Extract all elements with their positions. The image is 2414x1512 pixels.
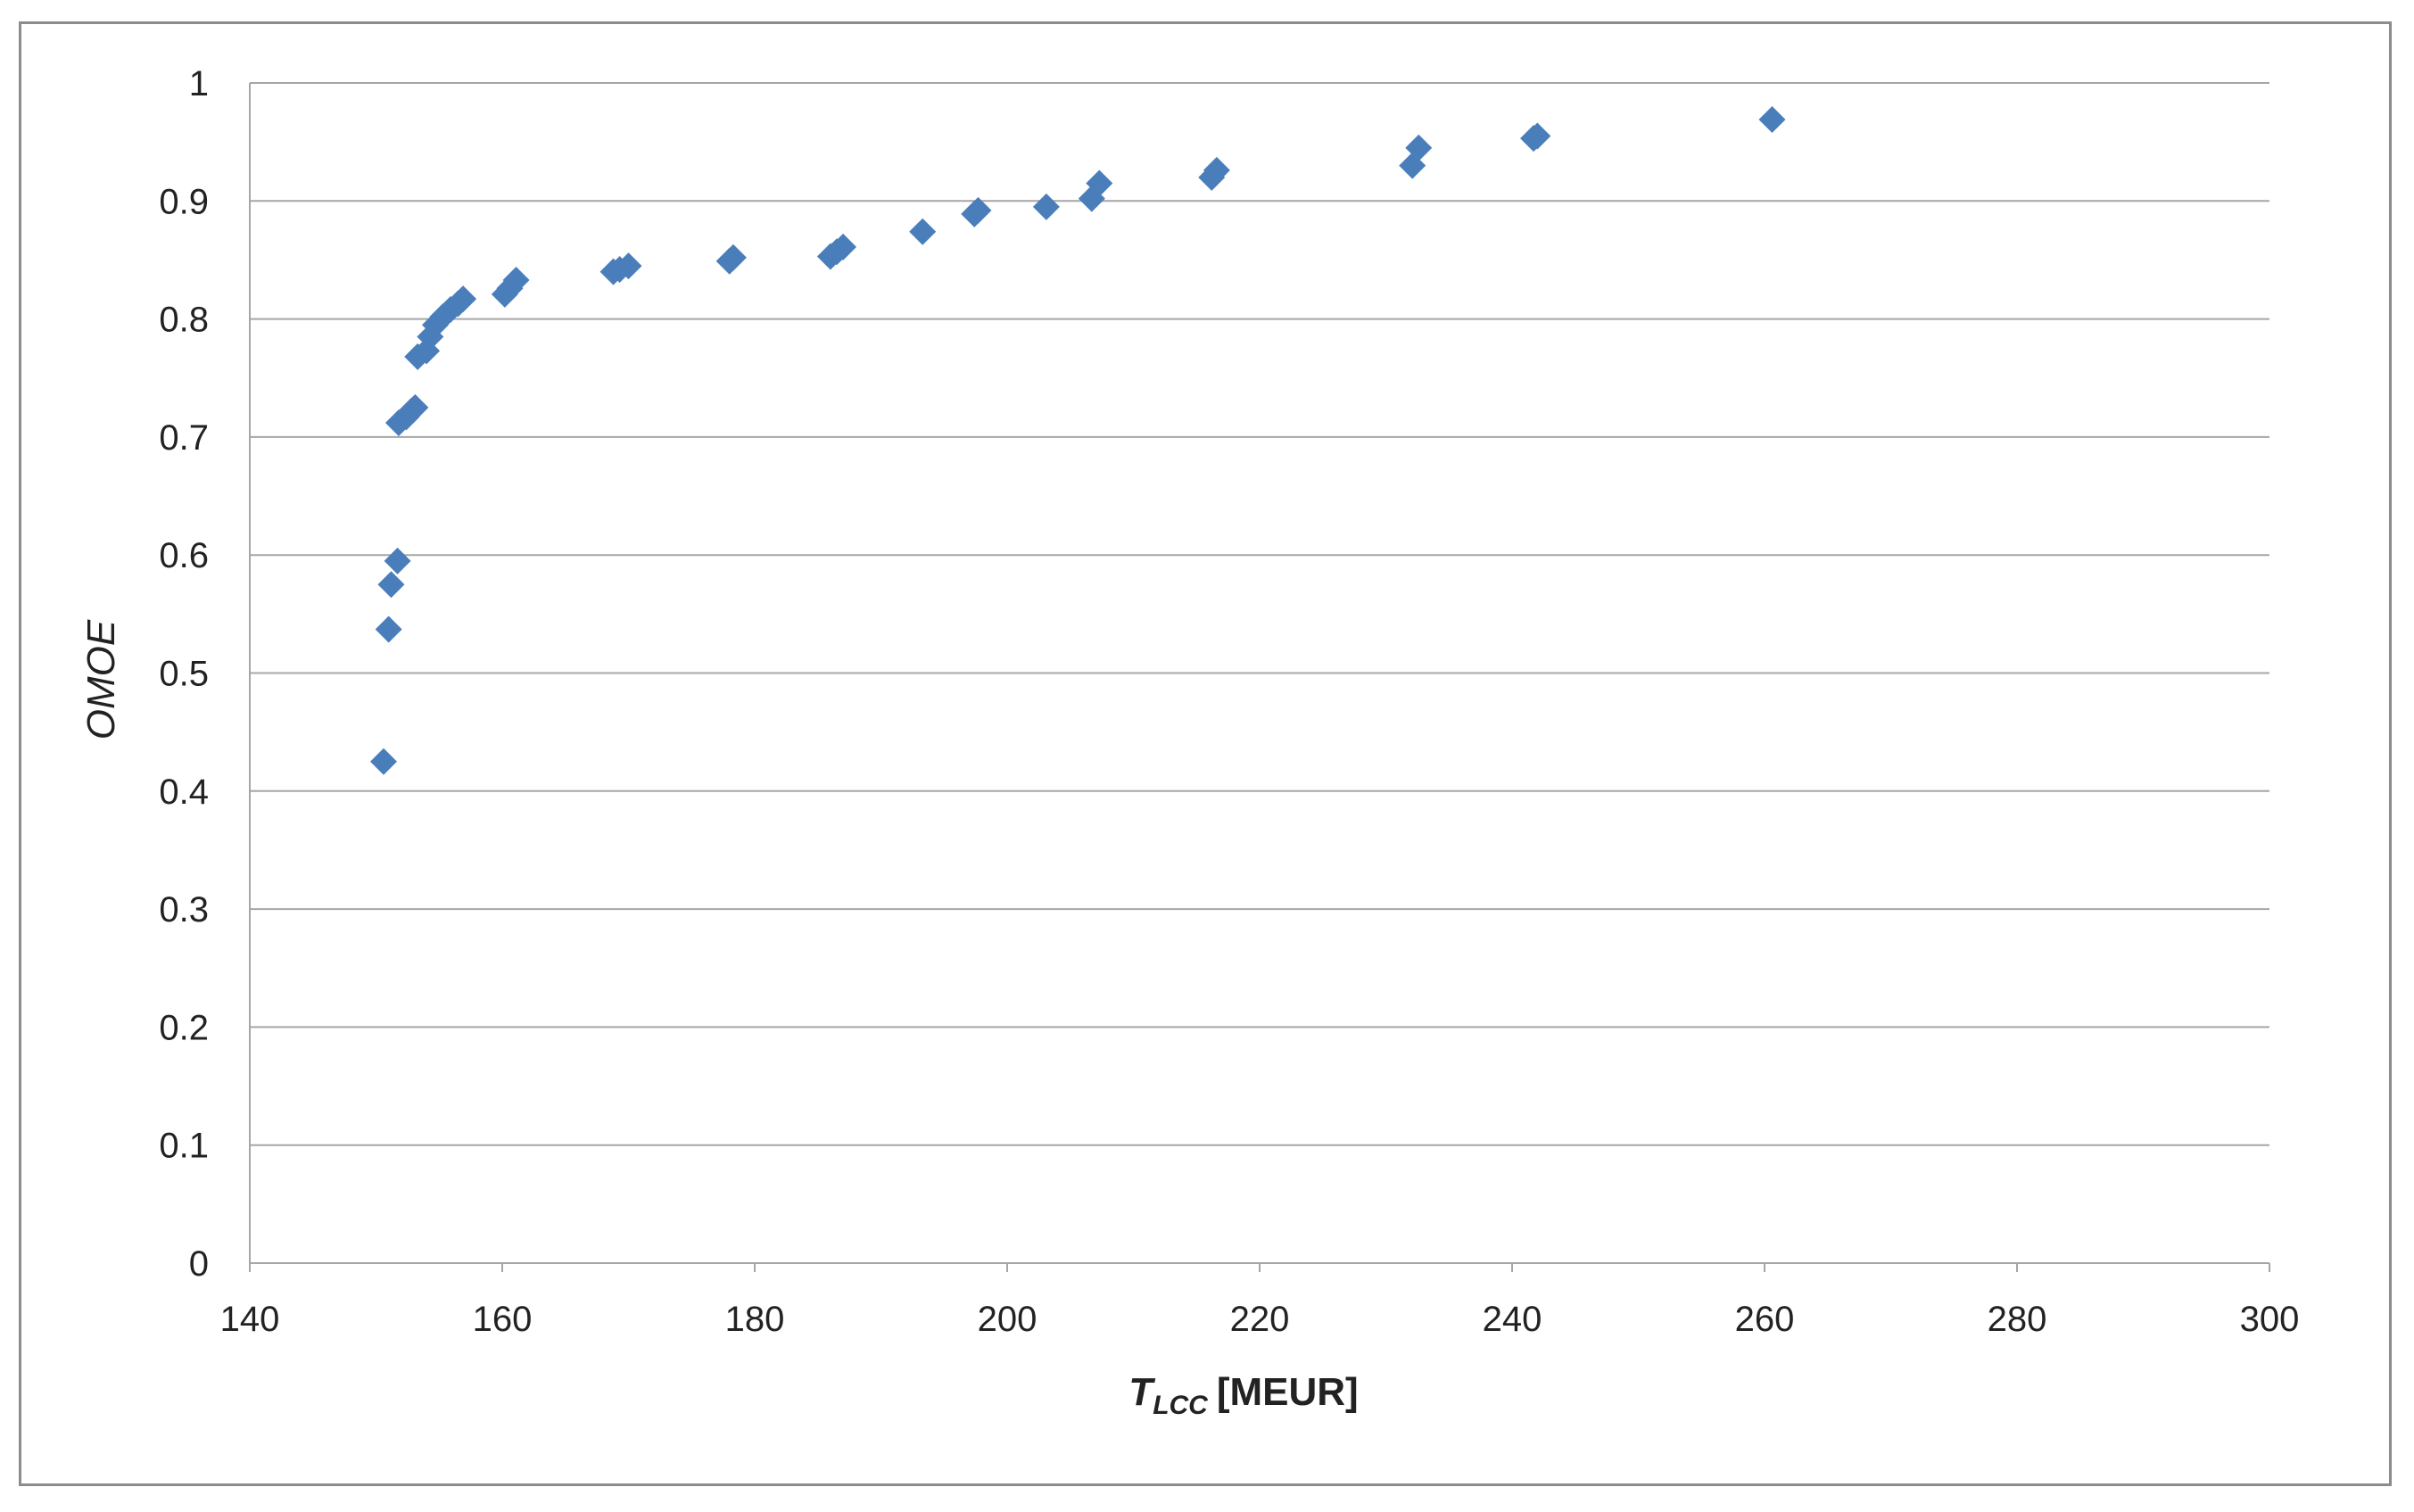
y-tick-label: 0.7 [159, 418, 209, 458]
x-axis-title-subscript: LCC [1153, 1391, 1209, 1420]
y-tick-label: 0 [189, 1244, 209, 1284]
data-point-2 [377, 571, 405, 599]
data-point-15 [450, 285, 477, 313]
chart-frame: 0 0.1 0.2 0.3 0.4 0.5 0.6 0.7 0.8 0.9 1 140 160 180 2… [19, 21, 2392, 1486]
x-axis-title-unit: [MEUR] [1217, 1370, 1359, 1414]
data-point-30 [1032, 193, 1060, 220]
x-tick-label: 140 [220, 1300, 280, 1339]
x-tick-label: 240 [1483, 1300, 1542, 1339]
x-tick-label: 280 [1988, 1300, 2047, 1339]
x-axis-title: TLCC [MEUR] [1128, 1370, 1358, 1420]
y-tick-label: 1 [189, 64, 209, 103]
data-point-38 [1524, 122, 1551, 150]
y-tick-label: 0.6 [159, 536, 209, 575]
x-tick-label: 300 [2240, 1300, 2300, 1339]
x-tick-label: 180 [725, 1300, 785, 1339]
gridlines [250, 82, 2269, 1146]
data-point-26 [830, 233, 857, 260]
y-tick-label: 0.9 [159, 182, 209, 221]
x-tick-labels: 140 160 180 200 220 240 260 280 300 [220, 1300, 2300, 1339]
data-point-7 [401, 393, 429, 421]
x-tick-label: 260 [1735, 1300, 1795, 1339]
axes [249, 83, 2270, 1272]
data-point-21 [615, 252, 642, 280]
data-point-0 [369, 748, 397, 775]
data-points [369, 106, 1786, 775]
y-tick-label: 0.1 [159, 1127, 209, 1166]
data-point-18 [502, 266, 530, 293]
y-tick-label: 0.4 [159, 773, 209, 812]
data-point-3 [384, 547, 411, 574]
data-point-32 [1086, 169, 1113, 197]
data-point-1 [375, 616, 402, 643]
data-point-34 [1203, 156, 1230, 184]
data-point-23 [719, 244, 747, 271]
y-tick-label: 0.8 [159, 301, 209, 340]
data-point-39 [1758, 106, 1786, 134]
y-tick-labels: 0 0.1 0.2 0.3 0.4 0.5 0.6 0.7 0.8 0.9 1 [159, 64, 209, 1284]
x-tick-label: 220 [1230, 1300, 1290, 1339]
data-point-29 [964, 196, 992, 224]
x-tick-label: 200 [978, 1300, 1038, 1339]
y-tick-label: 0.2 [159, 1008, 209, 1047]
y-axis-title: OMOE [79, 619, 123, 739]
x-axis-title-main: T [1128, 1370, 1155, 1414]
y-tick-label: 0.3 [159, 890, 209, 930]
data-point-27 [909, 218, 937, 245]
x-tick-label: 160 [473, 1300, 533, 1339]
scatter-chart: 0 0.1 0.2 0.3 0.4 0.5 0.6 0.7 0.8 0.9 1 140 160 180 2… [79, 64, 2300, 1420]
y-tick-label: 0.5 [159, 655, 209, 694]
data-point-36 [1405, 134, 1433, 161]
